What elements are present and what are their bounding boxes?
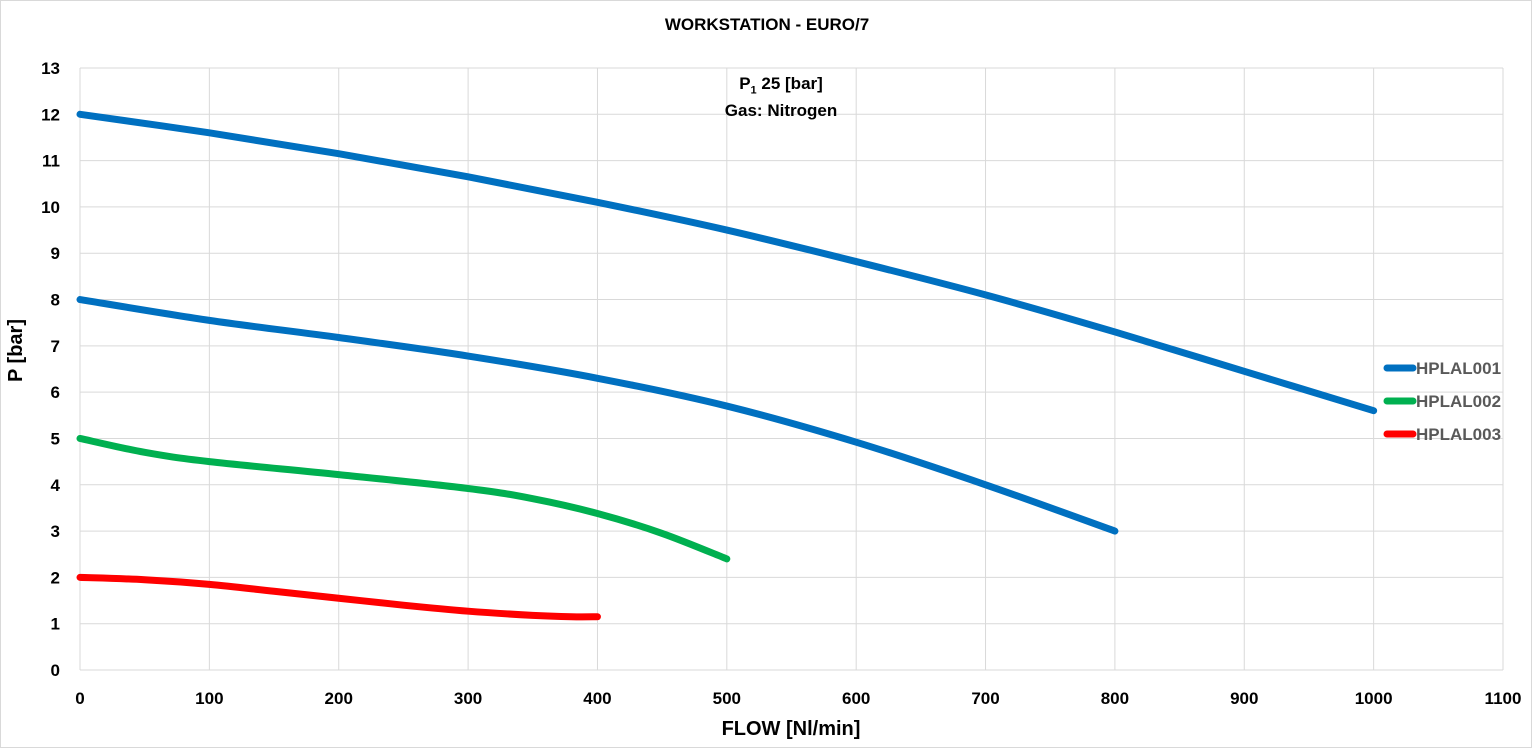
legend-label-hplal001: HPLAL001 bbox=[1416, 359, 1501, 378]
y-tick-label: 6 bbox=[51, 383, 60, 402]
series-line-hplal001-0 bbox=[76, 110, 1378, 415]
y-tick-label: 13 bbox=[41, 59, 60, 78]
grid bbox=[79, 67, 1504, 671]
x-tick-label: 600 bbox=[842, 689, 870, 708]
annotation-p-symbol: P bbox=[739, 74, 751, 93]
annotation-pressure: P1 25 [bar] bbox=[641, 74, 921, 96]
y-tick-label: 3 bbox=[51, 522, 60, 541]
series-lines bbox=[76, 110, 1378, 621]
legend-label-hplal003: HPLAL003 bbox=[1416, 425, 1501, 444]
y-tick-label: 0 bbox=[51, 661, 60, 680]
x-tick-label: 500 bbox=[713, 689, 741, 708]
series-line-hplal001-1 bbox=[76, 296, 1119, 535]
y-tick-label: 5 bbox=[51, 429, 60, 448]
y-tick-label: 9 bbox=[51, 244, 60, 263]
y-tick-label: 1 bbox=[51, 615, 60, 634]
y-tick-label: 4 bbox=[51, 476, 61, 495]
legend: HPLAL001 HPLAL002 HPLAL003 bbox=[1383, 359, 1501, 444]
y-tick-label: 12 bbox=[41, 105, 60, 124]
x-tick-label: 1100 bbox=[1485, 689, 1522, 708]
y-tick-label: 7 bbox=[51, 337, 60, 356]
annotation-p-subscript: 1 bbox=[750, 84, 757, 97]
x-tick-label: 700 bbox=[971, 689, 999, 708]
x-tick-label: 900 bbox=[1230, 689, 1258, 708]
chart-title: WORKSTATION - EURO/7 bbox=[664, 15, 870, 34]
y-tick-label: 10 bbox=[41, 198, 60, 217]
x-tick-label: 800 bbox=[1101, 689, 1129, 708]
x-tick-label: 0 bbox=[75, 689, 84, 708]
annotation-p-value: 25 [bar] bbox=[761, 74, 823, 93]
series-line-hplal003-3 bbox=[76, 573, 601, 621]
y-tick-label: 2 bbox=[51, 568, 60, 587]
x-tick-label: 100 bbox=[195, 689, 223, 708]
x-tick-label: 200 bbox=[325, 689, 353, 708]
y-axis-label: P [bar] bbox=[5, 319, 27, 382]
x-tick-label: 400 bbox=[583, 689, 611, 708]
series-line-hplal002-2 bbox=[76, 434, 731, 563]
annotation-gas: Gas: Nitrogen bbox=[724, 101, 838, 120]
x-tick-label: 300 bbox=[454, 689, 482, 708]
legend-label-hplal002: HPLAL002 bbox=[1416, 392, 1501, 411]
y-tick-label: 8 bbox=[51, 291, 60, 310]
x-tick-label: 1000 bbox=[1355, 689, 1393, 708]
x-axis-label: FLOW [Nl/min] bbox=[721, 718, 861, 740]
y-tick-label: 11 bbox=[42, 152, 60, 171]
